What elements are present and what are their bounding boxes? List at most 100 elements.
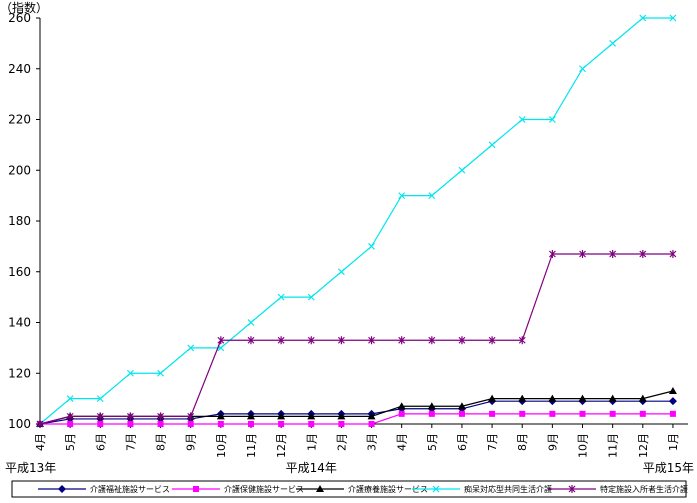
data-point	[668, 397, 677, 406]
data-point	[519, 410, 526, 417]
x-tick-label: 2月	[335, 433, 348, 451]
x-tick-label: 7月	[124, 433, 137, 451]
data-point	[36, 420, 44, 428]
data-point	[96, 395, 104, 403]
data-point	[488, 336, 496, 345]
data-point	[193, 486, 199, 492]
x-tick-label: 11月	[607, 433, 620, 458]
data-point	[247, 336, 255, 345]
plot-area	[36, 14, 677, 428]
y-unit-label: （指数）	[0, 0, 48, 15]
data-point	[187, 344, 195, 352]
data-point	[669, 410, 676, 417]
data-point	[316, 485, 324, 492]
axis-tick-marks	[36, 17, 674, 428]
data-point	[458, 410, 465, 417]
data-point	[217, 336, 225, 345]
data-point	[488, 394, 497, 402]
series-line	[39, 17, 673, 425]
x-tick-label: 11月	[245, 433, 258, 458]
data-point	[277, 336, 285, 345]
x-tick-labels: 4月 5月 6月 7月 8月 9月 10月 11月 12月 1月 2月 3月 4月 5月 6月 7月 8月 9月 1…	[34, 433, 680, 458]
era-label: 平成15年	[643, 461, 694, 475]
legend-label: 介護保健施設サービス	[224, 484, 304, 494]
y-tick-label: 160	[8, 265, 31, 279]
data-point	[518, 394, 527, 402]
legend: 介護福祉施設サービス 介護保健施設サービス 介護療養施設サービス 痴呆対応型共同生活介…	[38, 484, 688, 494]
legend-label: 特定施設入所者生活介護	[600, 484, 688, 494]
data-point	[368, 421, 375, 427]
data-point	[549, 410, 556, 417]
y-tick-label: 140	[8, 316, 31, 330]
era-label: 平成13年	[5, 461, 56, 475]
data-point	[548, 116, 556, 123]
data-point	[397, 402, 406, 410]
x-tick-label: 10月	[215, 433, 228, 458]
data-point	[307, 293, 315, 301]
y-tick-label: 200	[8, 163, 31, 177]
legend-item: 介護保健施設サービス	[172, 484, 304, 494]
y-tick-label: 100	[8, 417, 31, 431]
data-point	[67, 421, 74, 427]
y-tick-label: 120	[8, 366, 31, 380]
data-point	[428, 336, 436, 345]
data-point	[669, 249, 677, 258]
data-point	[398, 410, 405, 417]
legend-label: 介護福祉施設サービス	[90, 484, 170, 494]
x-tick-label: 5月	[426, 433, 439, 451]
legend-item: 介護療養施設サービス	[296, 484, 428, 494]
data-point	[609, 39, 617, 47]
data-point	[217, 421, 224, 427]
data-point	[432, 485, 440, 493]
x-tick-label: 6月	[94, 433, 107, 451]
x-tick-label: 12月	[275, 433, 288, 458]
x-tick-label: 12月	[637, 433, 650, 458]
data-point	[307, 412, 316, 420]
x-tick-label: 3月	[366, 433, 379, 451]
data-point	[97, 421, 104, 427]
data-point	[518, 336, 526, 345]
data-point	[609, 410, 616, 417]
data-point	[488, 141, 496, 149]
data-point	[579, 65, 586, 73]
legend-item: 特定施設入所者生活介護	[548, 484, 688, 494]
data-point	[157, 369, 164, 377]
y-tick-labels: 100 120 140 160 180 200 220 240 260	[8, 11, 31, 431]
y-tick-label: 220	[8, 113, 31, 127]
y-tick-label: 240	[8, 62, 31, 76]
data-point	[428, 192, 436, 200]
series-line	[39, 253, 673, 425]
legend-label: 介護療養施設サービス	[348, 484, 428, 494]
data-point	[66, 412, 74, 421]
data-point	[579, 249, 586, 258]
data-point	[187, 421, 194, 427]
series-4	[36, 14, 677, 428]
data-point	[518, 116, 526, 123]
data-point	[428, 410, 435, 417]
data-point	[638, 394, 647, 402]
x-tick-label: 6月	[456, 433, 469, 451]
data-point	[609, 249, 617, 258]
data-point	[278, 421, 285, 427]
legend-label: 痴呆対応型共同生活介護	[464, 484, 552, 494]
data-point	[308, 421, 315, 427]
data-point	[277, 412, 286, 420]
era-label: 平成14年	[286, 461, 337, 475]
data-point	[277, 293, 285, 301]
data-point	[489, 410, 496, 417]
data-point	[458, 166, 466, 174]
legend-item: 介護福祉施設サービス	[38, 484, 170, 494]
data-point	[157, 412, 164, 421]
data-point	[548, 394, 557, 402]
legend-box	[11, 480, 687, 498]
data-point	[368, 336, 375, 345]
series-line	[40, 413, 673, 425]
data-point	[368, 242, 375, 250]
x-tick-label: 8月	[155, 433, 168, 451]
x-tick-label: 10月	[577, 433, 590, 458]
x-tick-label: 1月	[667, 433, 680, 451]
data-point	[157, 421, 164, 427]
data-point	[337, 268, 345, 276]
data-point	[66, 395, 74, 403]
